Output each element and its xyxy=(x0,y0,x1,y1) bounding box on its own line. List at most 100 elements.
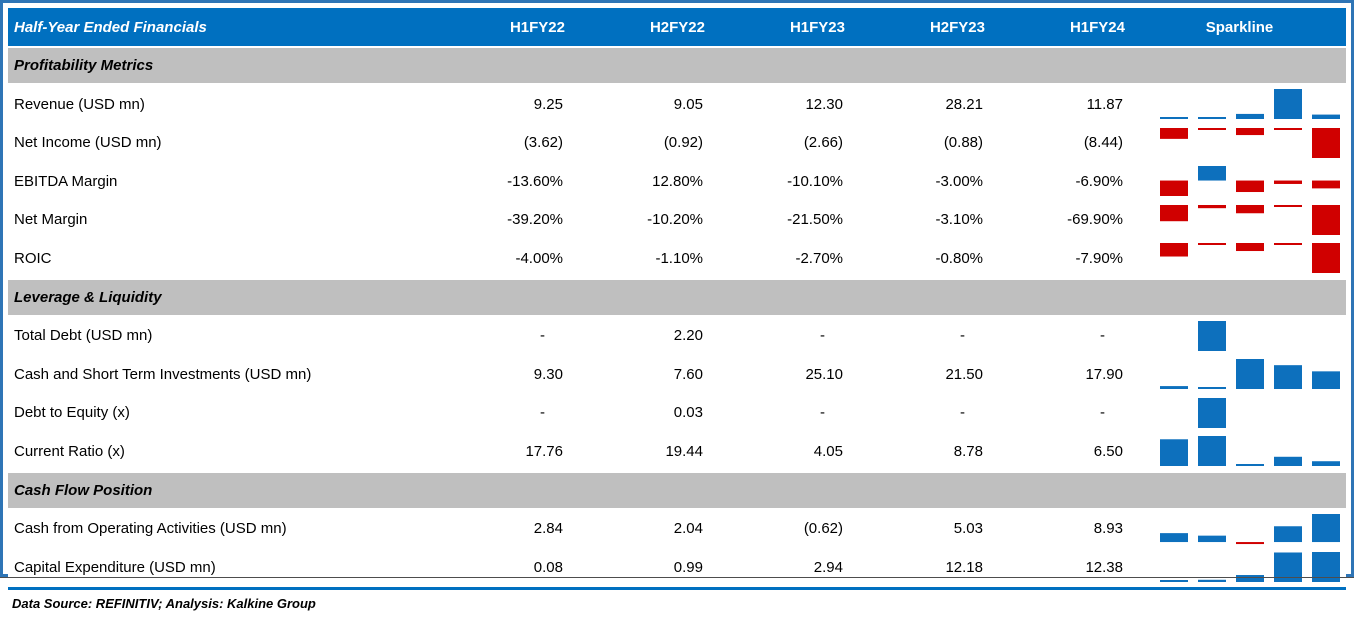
metric-value: -2.70% xyxy=(713,239,853,279)
sparkline-bar-negative xyxy=(1274,243,1302,246)
metric-value: 12.18 xyxy=(853,548,993,588)
sparkline-bar-positive xyxy=(1160,580,1188,583)
data-source-note: Data Source: REFINITIV; Analysis: Kalkin… xyxy=(8,586,1346,618)
sparkline-bar-negative xyxy=(1236,243,1264,252)
sparkline-bar-positive xyxy=(1236,114,1264,120)
sparkline-cell xyxy=(1133,432,1346,472)
metric-value: -3.10% xyxy=(853,200,993,239)
metric-value: (3.62) xyxy=(433,123,573,162)
metric-value: 5.03 xyxy=(853,508,993,548)
sparkline-bar-negative xyxy=(1236,204,1264,214)
metric-value: -4.00% xyxy=(433,239,573,279)
sparkline-bar-negative xyxy=(1312,243,1340,274)
metric-value: 12.80% xyxy=(573,162,713,201)
sparkline-bar-negative xyxy=(1160,243,1188,257)
sparkline-bar-positive xyxy=(1198,387,1226,390)
metric-row: Revenue (USD mn) 9.25 9.05 12.30 28.21 11.87 xyxy=(8,84,1346,124)
sparkline-bar-negative xyxy=(1236,541,1264,544)
metric-row: Debt to Equity (x) -0.03- - - xyxy=(8,393,1346,432)
metric-value: -3.00% xyxy=(853,162,993,201)
metric-label: ROIC xyxy=(8,239,433,279)
metric-value: 21.50 xyxy=(853,355,993,394)
metric-value: 12.38 xyxy=(993,548,1133,588)
metric-value: 2.84 xyxy=(433,508,573,548)
sparkline-bar-negative xyxy=(1198,243,1226,246)
metric-row: Total Debt (USD mn) -2.20- - - xyxy=(8,315,1346,355)
metric-value: 0.03 xyxy=(573,393,713,432)
section-header-row: Cash Flow Position xyxy=(8,470,1346,510)
metric-label: Cash from Operating Activities (USD mn) xyxy=(8,508,433,548)
sparkline-bar-negative xyxy=(1312,204,1340,235)
metric-value: - xyxy=(993,393,1133,432)
metric-value: 17.90 xyxy=(993,355,1133,394)
metric-label: EBITDA Margin xyxy=(8,162,433,201)
sparkline-bar-positive xyxy=(1160,386,1188,390)
metric-value: -10.10% xyxy=(713,162,853,201)
section-title: Profitability Metrics xyxy=(8,46,1346,85)
sparkline-chart xyxy=(1160,513,1340,544)
column-header-h2fy22: H2FY22 xyxy=(573,8,713,47)
metric-value: 25.10 xyxy=(713,355,853,394)
section-header-row: Leverage & Liquidity xyxy=(8,277,1346,317)
sparkline-bar-positive xyxy=(1236,464,1264,467)
metric-value: - xyxy=(433,315,573,355)
sparkline-bar-positive xyxy=(1312,114,1340,120)
metric-value: -10.20% xyxy=(573,200,713,239)
column-header-sparkline: Sparkline xyxy=(1133,8,1346,47)
sparkline-bar-positive xyxy=(1274,457,1302,467)
sparkline-chart xyxy=(1160,243,1340,274)
sparkline-cell xyxy=(1133,315,1346,355)
metric-value: 0.99 xyxy=(573,548,713,588)
section-title: Leverage & Liquidity xyxy=(8,277,1346,317)
metric-value: 7.60 xyxy=(573,355,713,394)
sparkline-cell xyxy=(1133,393,1346,432)
table-title: Half-Year Ended Financials xyxy=(8,8,433,47)
column-header-h2fy23: H2FY23 xyxy=(853,8,993,47)
metric-value: 2.20 xyxy=(573,315,713,355)
sparkline-chart xyxy=(1160,552,1340,583)
metric-label: Capital Expenditure (USD mn) xyxy=(8,548,433,588)
metric-value: - xyxy=(993,315,1133,355)
section-header-row: Profitability Metrics xyxy=(8,46,1346,85)
sparkline-bar-negative xyxy=(1236,180,1264,193)
sparkline-bar-negative xyxy=(1160,204,1188,221)
metric-row: Net Income (USD mn) (3.62) (0.92) (2.66) (0.… xyxy=(8,123,1346,162)
sparkline-bar-positive xyxy=(1198,117,1226,120)
metric-value: -1.10% xyxy=(573,239,713,279)
sparkline-bar-positive xyxy=(1274,365,1302,390)
sparkline-cell xyxy=(1133,508,1346,548)
metric-label: Net Income (USD mn) xyxy=(8,123,433,162)
sparkline-cell xyxy=(1133,84,1346,124)
column-header-h1fy22: H1FY22 xyxy=(433,8,573,47)
metric-value: -7.90% xyxy=(993,239,1133,279)
metric-value: -13.60% xyxy=(433,162,573,201)
sparkline-cell xyxy=(1133,239,1346,279)
sparkline-bar-positive xyxy=(1198,535,1226,542)
sparkline-chart xyxy=(1160,204,1340,235)
metric-label: Cash and Short Term Investments (USD mn) xyxy=(8,355,433,394)
metric-value: (0.88) xyxy=(853,123,993,162)
metric-value: -6.90% xyxy=(993,162,1133,201)
sparkline-bar-positive xyxy=(1160,532,1188,542)
sparkline-chart xyxy=(1160,89,1340,120)
sparkline-bar-negative xyxy=(1274,180,1302,185)
sparkline-chart xyxy=(1160,436,1340,467)
sparkline-cell xyxy=(1133,548,1346,588)
metric-value: 8.93 xyxy=(993,508,1133,548)
metric-value: 2.04 xyxy=(573,508,713,548)
metric-value: -39.20% xyxy=(433,200,573,239)
metric-value: - xyxy=(713,315,853,355)
sparkline-bar-positive xyxy=(1274,526,1302,542)
sparkline-bar-negative xyxy=(1312,127,1340,158)
metric-value: -69.90% xyxy=(993,200,1133,239)
metric-row: Cash and Short Term Investments (USD mn)… xyxy=(8,355,1346,394)
sparkline-cell xyxy=(1133,123,1346,162)
metric-value: 28.21 xyxy=(853,84,993,124)
metric-row: Capital Expenditure (USD mn) 0.08 0.99 2.94… xyxy=(8,548,1346,588)
sparkline-chart xyxy=(1198,320,1226,351)
metric-value: - xyxy=(853,393,993,432)
sparkline-bar-positive xyxy=(1274,89,1302,120)
metric-value: 8.78 xyxy=(853,432,993,472)
sparkline-bar-positive xyxy=(1312,552,1340,583)
